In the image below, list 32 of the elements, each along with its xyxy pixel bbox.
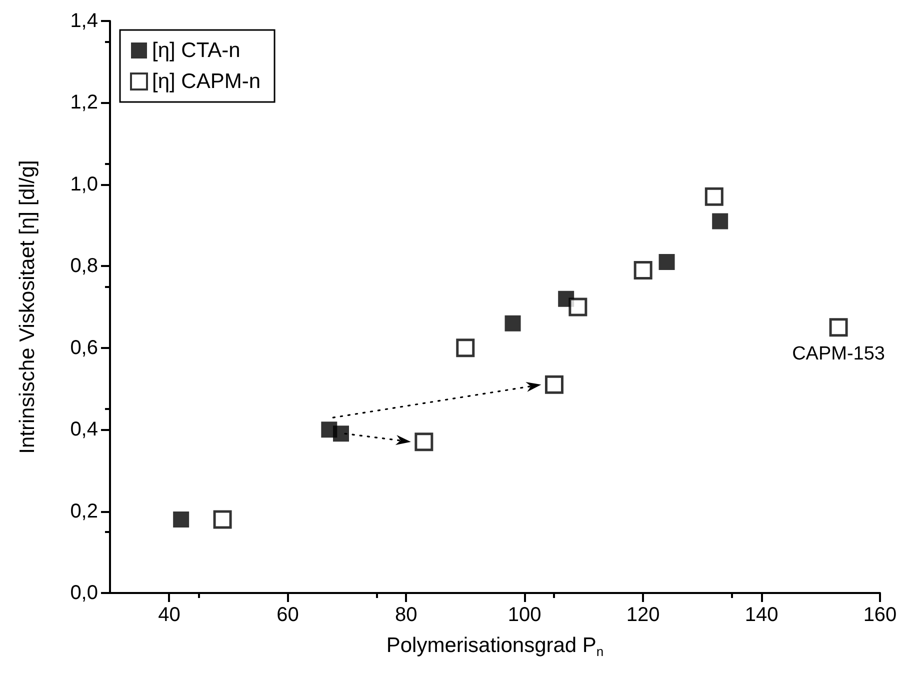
x-tick-label: 60 <box>276 604 299 626</box>
point <box>634 260 652 280</box>
y-tick-label: 0,0 <box>70 582 98 604</box>
legend-label: [η] CTA-n <box>152 39 240 62</box>
y-axis-title: Intrinsische Viskositaet [η] [dl/g] <box>16 160 39 454</box>
point <box>333 426 349 442</box>
legend-label: [η] CAPM-n <box>152 70 261 93</box>
x-tick-label: 140 <box>744 604 778 626</box>
point <box>829 318 848 337</box>
y-tick-label: 1,2 <box>70 92 98 114</box>
y-tick-label: 0,8 <box>70 255 98 278</box>
point <box>704 187 724 206</box>
x-tick-label: 40 <box>158 604 180 626</box>
y-tick-label: 0,4 <box>70 418 98 441</box>
annotation: CAPM-153 <box>792 343 885 364</box>
x-tick-label: 80 <box>395 604 418 626</box>
point <box>568 298 588 316</box>
x-tick-label: 120 <box>626 604 660 626</box>
x-tick-label: 100 <box>508 604 542 626</box>
y-tick-label: 1,0 <box>70 173 98 196</box>
point <box>544 375 564 394</box>
point <box>712 213 728 230</box>
point <box>504 315 521 332</box>
point <box>213 510 232 529</box>
point <box>658 254 675 270</box>
point <box>414 432 434 452</box>
y-tick-label: 1,4 <box>70 10 98 32</box>
point <box>173 511 190 528</box>
y-tick-label: 0,2 <box>70 500 98 522</box>
y-tick-label: 0,6 <box>70 336 98 359</box>
x-tick-label: 160 <box>863 604 897 626</box>
point <box>456 338 475 358</box>
